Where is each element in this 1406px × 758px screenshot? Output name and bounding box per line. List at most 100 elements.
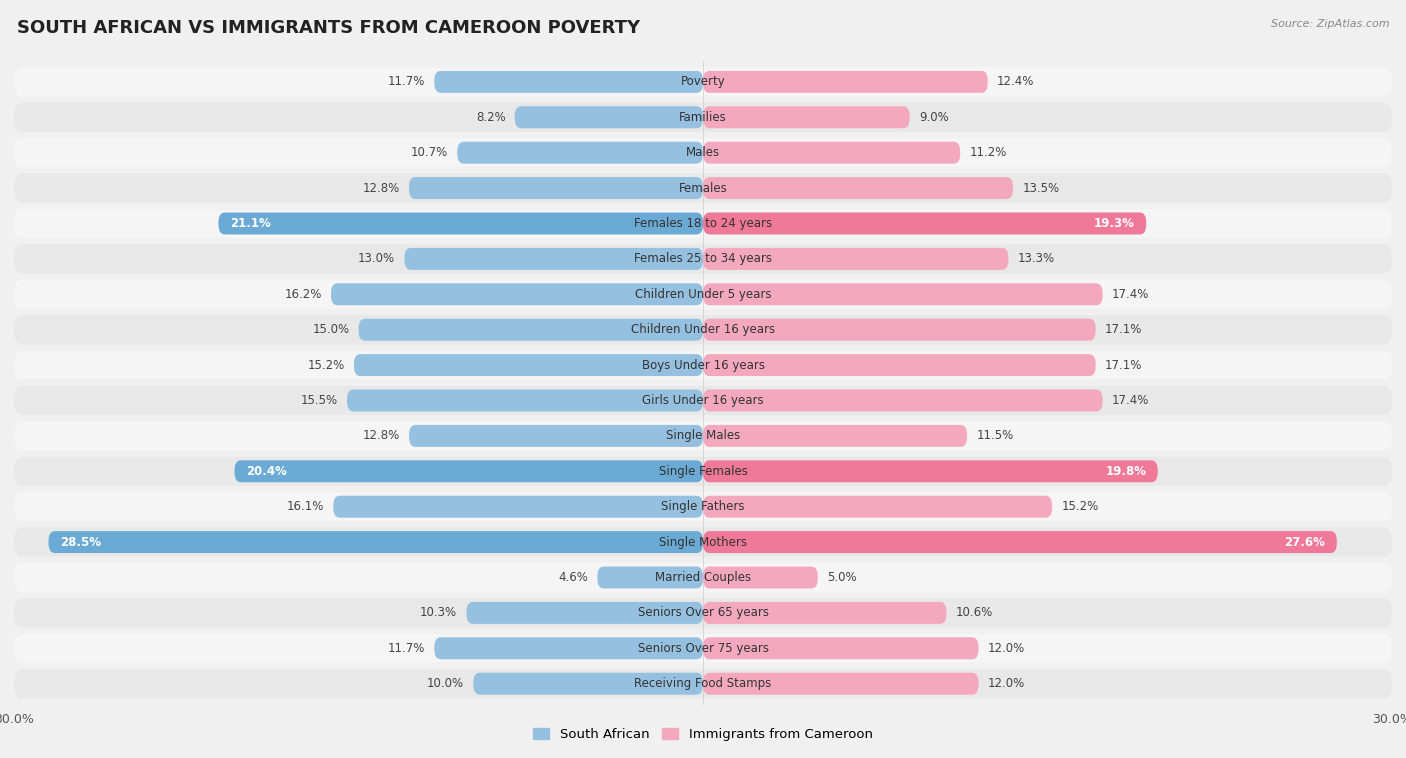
FancyBboxPatch shape — [434, 637, 703, 659]
Text: Married Couples: Married Couples — [655, 571, 751, 584]
FancyBboxPatch shape — [703, 212, 1146, 234]
Text: 9.0%: 9.0% — [920, 111, 949, 124]
Text: Seniors Over 65 years: Seniors Over 65 years — [637, 606, 769, 619]
Text: Single Males: Single Males — [666, 429, 740, 443]
FancyBboxPatch shape — [703, 71, 988, 93]
Text: 10.7%: 10.7% — [411, 146, 449, 159]
Text: Girls Under 16 years: Girls Under 16 years — [643, 394, 763, 407]
Text: 10.0%: 10.0% — [427, 677, 464, 691]
FancyBboxPatch shape — [347, 390, 703, 412]
Text: Children Under 16 years: Children Under 16 years — [631, 323, 775, 337]
FancyBboxPatch shape — [467, 602, 703, 624]
FancyBboxPatch shape — [14, 563, 1392, 592]
FancyBboxPatch shape — [703, 460, 1157, 482]
FancyBboxPatch shape — [14, 280, 1392, 309]
Text: 11.5%: 11.5% — [976, 429, 1014, 443]
Text: Poverty: Poverty — [681, 75, 725, 89]
FancyBboxPatch shape — [703, 390, 1102, 412]
FancyBboxPatch shape — [703, 602, 946, 624]
FancyBboxPatch shape — [14, 67, 1392, 96]
Text: 4.6%: 4.6% — [558, 571, 588, 584]
FancyBboxPatch shape — [14, 457, 1392, 486]
Text: Children Under 5 years: Children Under 5 years — [634, 288, 772, 301]
Text: Females 18 to 24 years: Females 18 to 24 years — [634, 217, 772, 230]
Text: 15.5%: 15.5% — [301, 394, 337, 407]
FancyBboxPatch shape — [14, 209, 1392, 238]
Text: 16.2%: 16.2% — [284, 288, 322, 301]
Text: Source: ZipAtlas.com: Source: ZipAtlas.com — [1271, 19, 1389, 29]
Text: 17.4%: 17.4% — [1112, 288, 1149, 301]
Text: Males: Males — [686, 146, 720, 159]
FancyBboxPatch shape — [703, 425, 967, 447]
FancyBboxPatch shape — [409, 177, 703, 199]
FancyBboxPatch shape — [457, 142, 703, 164]
FancyBboxPatch shape — [14, 103, 1392, 132]
FancyBboxPatch shape — [14, 350, 1392, 380]
Text: 17.1%: 17.1% — [1105, 323, 1142, 337]
Text: Single Fathers: Single Fathers — [661, 500, 745, 513]
FancyBboxPatch shape — [330, 283, 703, 305]
Text: 15.2%: 15.2% — [1062, 500, 1098, 513]
FancyBboxPatch shape — [14, 174, 1392, 202]
FancyBboxPatch shape — [703, 673, 979, 694]
FancyBboxPatch shape — [14, 315, 1392, 344]
Text: 10.3%: 10.3% — [420, 606, 457, 619]
Text: 12.0%: 12.0% — [988, 677, 1025, 691]
FancyBboxPatch shape — [14, 492, 1392, 522]
Text: 13.0%: 13.0% — [359, 252, 395, 265]
FancyBboxPatch shape — [434, 71, 703, 93]
FancyBboxPatch shape — [235, 460, 703, 482]
FancyBboxPatch shape — [703, 354, 1095, 376]
FancyBboxPatch shape — [703, 318, 1095, 340]
Text: Single Mothers: Single Mothers — [659, 536, 747, 549]
Text: 15.2%: 15.2% — [308, 359, 344, 371]
Text: Females 25 to 34 years: Females 25 to 34 years — [634, 252, 772, 265]
Legend: South African, Immigrants from Cameroon: South African, Immigrants from Cameroon — [527, 723, 879, 747]
FancyBboxPatch shape — [703, 637, 979, 659]
Text: 10.6%: 10.6% — [956, 606, 993, 619]
Text: 11.7%: 11.7% — [388, 75, 425, 89]
FancyBboxPatch shape — [703, 106, 910, 128]
Text: 20.4%: 20.4% — [246, 465, 287, 478]
Text: 12.4%: 12.4% — [997, 75, 1035, 89]
FancyBboxPatch shape — [598, 566, 703, 588]
FancyBboxPatch shape — [333, 496, 703, 518]
Text: SOUTH AFRICAN VS IMMIGRANTS FROM CAMEROON POVERTY: SOUTH AFRICAN VS IMMIGRANTS FROM CAMEROO… — [17, 19, 640, 37]
Text: 12.8%: 12.8% — [363, 429, 399, 443]
Text: Boys Under 16 years: Boys Under 16 years — [641, 359, 765, 371]
FancyBboxPatch shape — [405, 248, 703, 270]
Text: 17.1%: 17.1% — [1105, 359, 1142, 371]
Text: Single Females: Single Females — [658, 465, 748, 478]
FancyBboxPatch shape — [515, 106, 703, 128]
Text: Seniors Over 75 years: Seniors Over 75 years — [637, 642, 769, 655]
FancyBboxPatch shape — [474, 673, 703, 694]
Text: 5.0%: 5.0% — [827, 571, 856, 584]
FancyBboxPatch shape — [703, 531, 1337, 553]
FancyBboxPatch shape — [703, 283, 1102, 305]
FancyBboxPatch shape — [14, 244, 1392, 274]
Text: 13.3%: 13.3% — [1018, 252, 1054, 265]
Text: 12.0%: 12.0% — [988, 642, 1025, 655]
Text: Families: Families — [679, 111, 727, 124]
Text: 8.2%: 8.2% — [475, 111, 506, 124]
FancyBboxPatch shape — [14, 138, 1392, 168]
FancyBboxPatch shape — [14, 528, 1392, 556]
Text: 11.7%: 11.7% — [388, 642, 425, 655]
FancyBboxPatch shape — [703, 142, 960, 164]
FancyBboxPatch shape — [14, 421, 1392, 450]
Text: 27.6%: 27.6% — [1285, 536, 1326, 549]
Text: 15.0%: 15.0% — [312, 323, 349, 337]
Text: 19.3%: 19.3% — [1094, 217, 1135, 230]
FancyBboxPatch shape — [409, 425, 703, 447]
Text: Females: Females — [679, 182, 727, 195]
FancyBboxPatch shape — [703, 248, 1008, 270]
Text: 28.5%: 28.5% — [60, 536, 101, 549]
FancyBboxPatch shape — [14, 386, 1392, 415]
FancyBboxPatch shape — [703, 496, 1052, 518]
FancyBboxPatch shape — [14, 598, 1392, 628]
Text: 16.1%: 16.1% — [287, 500, 323, 513]
FancyBboxPatch shape — [14, 669, 1392, 698]
FancyBboxPatch shape — [48, 531, 703, 553]
FancyBboxPatch shape — [703, 177, 1012, 199]
Text: 19.8%: 19.8% — [1105, 465, 1146, 478]
